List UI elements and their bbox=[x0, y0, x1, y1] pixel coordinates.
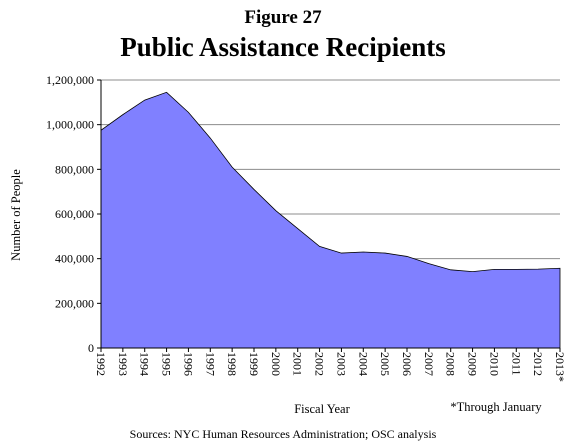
x-tick-label: 2009 bbox=[466, 352, 480, 376]
x-tick-label: 2000 bbox=[269, 352, 283, 376]
x-tick-label: 1999 bbox=[247, 352, 261, 376]
x-tick-label: 2003 bbox=[334, 352, 348, 376]
footnote: *Through January bbox=[450, 400, 542, 414]
x-tick-label: 2012 bbox=[531, 352, 545, 376]
y-tick-label: 0 bbox=[88, 341, 94, 355]
x-axis-ticks: 1992 1993 1994 1995 1996 1997 1998 1999 2000 2001… bbox=[94, 348, 566, 382]
x-tick-label: 1992 bbox=[94, 352, 108, 376]
figure-label: Figure 27 bbox=[244, 7, 322, 28]
x-tick-label: 2013* bbox=[553, 352, 566, 382]
x-axis-title: Fiscal Year bbox=[294, 402, 350, 416]
source-note: Sources: NYC Human Resources Administrat… bbox=[130, 427, 437, 441]
x-tick-label: 2001 bbox=[291, 352, 305, 376]
x-tick-label: 2004 bbox=[356, 352, 370, 376]
y-tick-label: 200,000 bbox=[55, 296, 94, 310]
x-tick-label: 1993 bbox=[116, 352, 130, 376]
x-tick-label: 1995 bbox=[160, 352, 174, 376]
x-tick-label: 2005 bbox=[378, 352, 392, 376]
x-tick-label: 2006 bbox=[400, 352, 414, 376]
x-tick-label: 2002 bbox=[313, 352, 327, 376]
y-tick-label: 400,000 bbox=[55, 252, 94, 266]
area-series bbox=[100, 91, 561, 349]
x-tick-label: 1996 bbox=[181, 352, 195, 376]
x-tick-label: 2007 bbox=[422, 352, 436, 376]
x-tick-label: 1994 bbox=[138, 352, 152, 376]
x-tick-label: 2011 bbox=[509, 352, 523, 376]
y-axis-ticks: 0 200,000 400,000 600,000 800,000 1,000,000 1,… bbox=[46, 73, 101, 355]
y-tick-label: 1,000,000 bbox=[46, 118, 94, 132]
y-tick-label: 600,000 bbox=[55, 207, 94, 221]
y-axis-title: Number of People bbox=[9, 169, 23, 261]
y-tick-label: 1,200,000 bbox=[46, 73, 94, 87]
chart-title: Public Assistance Recipients bbox=[120, 32, 446, 62]
x-tick-label: 1997 bbox=[203, 352, 217, 376]
y-tick-label: 800,000 bbox=[55, 162, 94, 176]
x-tick-label: 1998 bbox=[225, 352, 239, 376]
x-tick-label: 2008 bbox=[444, 352, 458, 376]
x-tick-label: 2010 bbox=[487, 352, 501, 376]
